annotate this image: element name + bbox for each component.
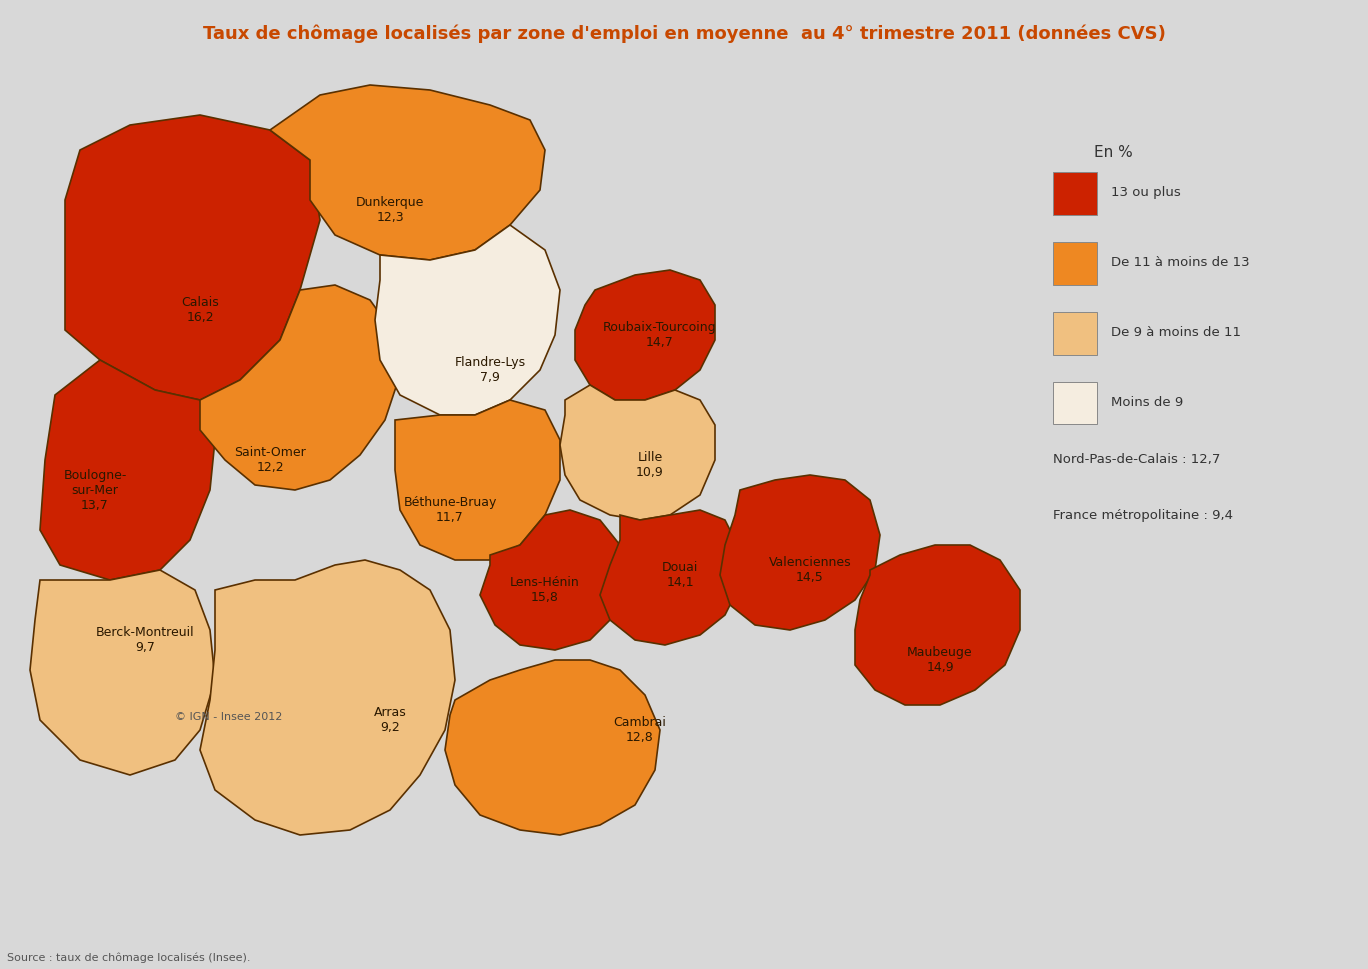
Polygon shape — [269, 85, 544, 260]
Polygon shape — [395, 400, 560, 560]
Text: Dunkerque
12,3: Dunkerque 12,3 — [356, 196, 424, 224]
Text: Nord-Pas-de-Calais : 12,7: Nord-Pas-de-Calais : 12,7 — [1053, 453, 1220, 466]
Polygon shape — [30, 570, 215, 775]
Text: France métropolitaine : 9,4: France métropolitaine : 9,4 — [1053, 510, 1234, 522]
Polygon shape — [720, 475, 880, 630]
Text: Lille
10,9: Lille 10,9 — [636, 451, 663, 479]
Polygon shape — [445, 660, 659, 835]
Text: Source : taux de chômage localisés (Insee).: Source : taux de chômage localisés (Inse… — [7, 953, 250, 963]
Text: Roubaix-Tourcoing
14,7: Roubaix-Tourcoing 14,7 — [603, 321, 717, 349]
Polygon shape — [480, 510, 625, 650]
Text: 13 ou plus: 13 ou plus — [1111, 186, 1181, 200]
Text: Valenciennes
14,5: Valenciennes 14,5 — [769, 556, 851, 584]
Text: Maubeuge
14,9: Maubeuge 14,9 — [907, 646, 973, 674]
Text: © IGN - Insee 2012: © IGN - Insee 2012 — [175, 712, 282, 722]
Text: Béthune-Bruay
11,7: Béthune-Bruay 11,7 — [404, 496, 497, 524]
Polygon shape — [601, 510, 740, 645]
Text: En %: En % — [1094, 145, 1133, 160]
Text: Calais
16,2: Calais 16,2 — [181, 296, 219, 324]
Text: Cambrai
12,8: Cambrai 12,8 — [614, 716, 666, 744]
Text: Moins de 9: Moins de 9 — [1111, 395, 1183, 409]
Bar — [1053, 172, 1097, 215]
Polygon shape — [375, 225, 560, 415]
Text: Lens-Hénin
15,8: Lens-Hénin 15,8 — [510, 576, 580, 604]
Polygon shape — [40, 360, 215, 580]
Polygon shape — [560, 385, 715, 520]
Text: Taux de chômage localisés par zone d'emploi en moyenne  au 4° trimestre 2011 (do: Taux de chômage localisés par zone d'emp… — [202, 24, 1166, 43]
Text: Flandre-Lys
7,9: Flandre-Lys 7,9 — [454, 356, 525, 384]
Bar — [1053, 382, 1097, 424]
Polygon shape — [575, 270, 715, 400]
Polygon shape — [855, 545, 1021, 705]
Text: Arras
9,2: Arras 9,2 — [373, 706, 406, 734]
Bar — [1053, 242, 1097, 285]
Text: De 11 à moins de 13: De 11 à moins de 13 — [1111, 256, 1249, 269]
Text: Saint-Omer
12,2: Saint-Omer 12,2 — [234, 446, 306, 474]
Polygon shape — [200, 560, 456, 835]
Polygon shape — [66, 115, 320, 400]
Text: Douai
14,1: Douai 14,1 — [662, 561, 698, 589]
Text: De 9 à moins de 11: De 9 à moins de 11 — [1111, 326, 1241, 339]
Polygon shape — [200, 285, 399, 490]
Bar — [1053, 312, 1097, 355]
Text: Berck-Montreuil
9,7: Berck-Montreuil 9,7 — [96, 626, 194, 654]
Text: Boulogne-
sur-Mer
13,7: Boulogne- sur-Mer 13,7 — [63, 468, 127, 512]
